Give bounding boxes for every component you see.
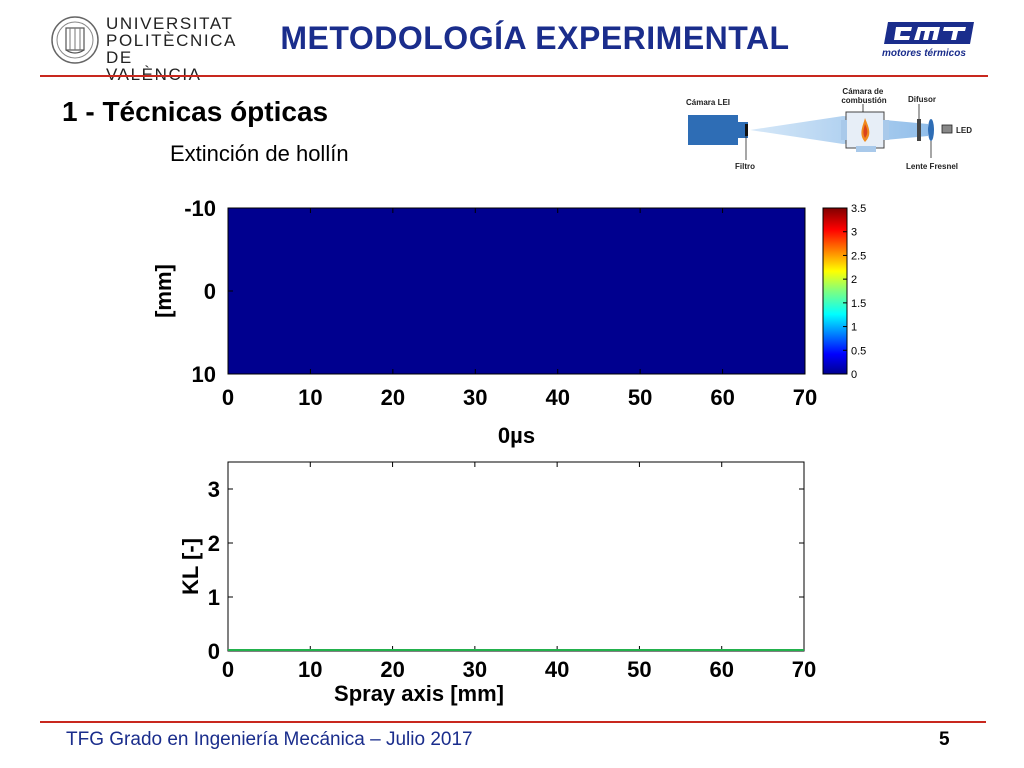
university-logo: UNIVERSITAT POLITÈCNICA DE VALÈNCIA <box>50 14 235 83</box>
kl-xtick-label: 60 <box>709 657 733 682</box>
led-icon <box>941 124 953 134</box>
colorbar-tick-label: 2 <box>851 274 857 286</box>
cmt-caption: motores térmicos <box>882 48 966 59</box>
slide-title: METODOLOGÍA EXPERIMENTAL <box>280 20 790 56</box>
kl-xtick-label: 50 <box>627 657 651 682</box>
kl-xtick-label: 0 <box>222 657 234 682</box>
label-led: LED <box>956 126 972 135</box>
flame-core <box>863 124 868 138</box>
heatmap-xtick-label: 0 <box>222 385 234 410</box>
heatmap-ylabel: [mm] <box>151 264 176 318</box>
chamber-window-right <box>883 120 889 140</box>
heatmap-xtick-label: 30 <box>463 385 487 410</box>
chamber-window-left <box>841 120 847 140</box>
kl-xtick-label: 10 <box>298 657 322 682</box>
colorbar-tick-label: 3.5 <box>851 203 866 215</box>
camera-lens <box>738 122 748 138</box>
kl-xtick-label: 40 <box>545 657 569 682</box>
kl-plot-frame <box>227 461 805 652</box>
kl-xtick-label: 70 <box>792 657 816 682</box>
diffuser-element <box>917 119 921 141</box>
kl-xlabel: Spray axis [mm] <box>334 681 504 706</box>
label-chamber-line2: combustión <box>841 96 886 105</box>
label-filter: Filtro <box>735 162 755 171</box>
kl-ylabel: KL [-] <box>178 538 203 595</box>
kl-xtick-label: 30 <box>463 657 487 682</box>
optical-setup-diagram: Cámara LEI Cámara de combustión Difusor … <box>686 87 972 171</box>
label-lens: Lente Fresnel <box>906 162 958 171</box>
fresnel-lens-icon <box>928 119 934 141</box>
heatmap-field <box>228 208 805 374</box>
header-rule <box>40 75 988 77</box>
kl-ytick-label: 1 <box>208 585 220 610</box>
cmt-logo-icon <box>884 22 974 44</box>
heatmap-xlabel: 0µs <box>498 423 535 448</box>
kl-ytick-label: 3 <box>208 477 220 502</box>
colorbar-tick-label: 0.5 <box>851 345 866 357</box>
heatmap-ytick-label: -10 <box>184 196 216 221</box>
label-diffuser: Difusor <box>908 95 936 104</box>
label-chamber-line1: Cámara de <box>842 87 883 96</box>
footer-rule <box>40 721 986 723</box>
section-subheading: Extinción de hollín <box>170 141 349 166</box>
university-name-line3: DE VALÈNCIA <box>106 48 200 83</box>
footer-text: TFG Grado en Ingeniería Mecánica – Julio… <box>66 729 473 750</box>
heatmap-xtick-label: 60 <box>710 385 734 410</box>
filter-element <box>745 124 748 136</box>
heatmap-xtick-label: 40 <box>545 385 569 410</box>
cmt-logo: motores térmicos <box>880 20 980 62</box>
label-camera: Cámara LEI <box>686 98 730 107</box>
university-name-line1: UNIVERSITAT <box>106 14 234 33</box>
section-heading: 1 - Técnicas ópticas <box>62 96 329 127</box>
camera-body <box>688 115 738 145</box>
label-chamber: Cámara de combustión <box>841 87 886 105</box>
colorbar-tick-label: 1.5 <box>851 298 866 310</box>
colorbar-tick-label: 3 <box>851 227 857 239</box>
university-seal-icon <box>51 16 99 64</box>
colorbar-tick-label: 0 <box>851 369 857 381</box>
colorbar-tick-label: 2.5 <box>851 250 866 262</box>
heatmap-xtick-label: 70 <box>793 385 817 410</box>
colorbar-tick-label: 1 <box>851 322 857 334</box>
kl-ytick-label: 2 <box>208 531 220 556</box>
heatmap-ytick-label: 0 <box>204 279 216 304</box>
heatmap-ytick-label: 10 <box>192 362 216 387</box>
heatmap-xtick-label: 20 <box>381 385 405 410</box>
colorbar <box>822 207 848 375</box>
university-name-line2: POLITÈCNICA <box>106 31 237 50</box>
page-number: 5 <box>939 729 950 750</box>
heatmap-xtick-label: 50 <box>628 385 652 410</box>
kl-xtick-label: 20 <box>380 657 404 682</box>
heatmap-xtick-label: 10 <box>298 385 322 410</box>
chamber-window-bottom <box>856 146 876 152</box>
kl-ytick-label: 0 <box>208 639 220 664</box>
